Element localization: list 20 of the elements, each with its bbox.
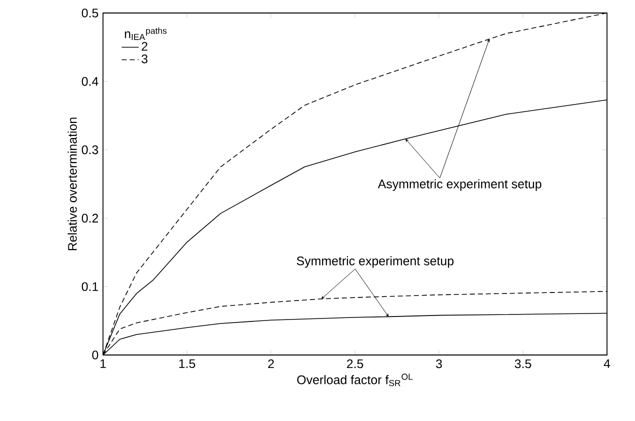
- legend-label: 3: [142, 54, 148, 64]
- y-tick-label: 0.3: [82, 145, 98, 154]
- x-tick-label: 3: [436, 359, 442, 368]
- annotation: Symmetric experiment setup: [296, 256, 454, 268]
- x-axis-title: Overload factor f$_{SR}$OL: [297, 374, 413, 386]
- y-tick-label: 0.2: [82, 214, 98, 223]
- y-tick-label: 0.1: [82, 282, 98, 292]
- x-tick-label: 1.5: [179, 359, 196, 368]
- x-tick-label: 3.5: [514, 359, 532, 368]
- y-tick-label: 0: [92, 350, 98, 360]
- annotation: Asymmetric experiment setup: [378, 179, 542, 191]
- y-axis-title: Relative overtermination: [68, 118, 77, 250]
- x-tick-label: 1: [100, 359, 106, 368]
- y-tick-label: 0.5: [82, 8, 98, 18]
- x-tick-label: 2.5: [346, 359, 364, 368]
- legend-label: 2: [142, 42, 148, 51]
- y-tick-label: 0.4: [82, 77, 98, 86]
- legend-title: n$_{IEA}$paths: [124, 27, 167, 40]
- x-tick-label: 2: [268, 359, 274, 368]
- x-tick-label: 4: [604, 359, 610, 368]
